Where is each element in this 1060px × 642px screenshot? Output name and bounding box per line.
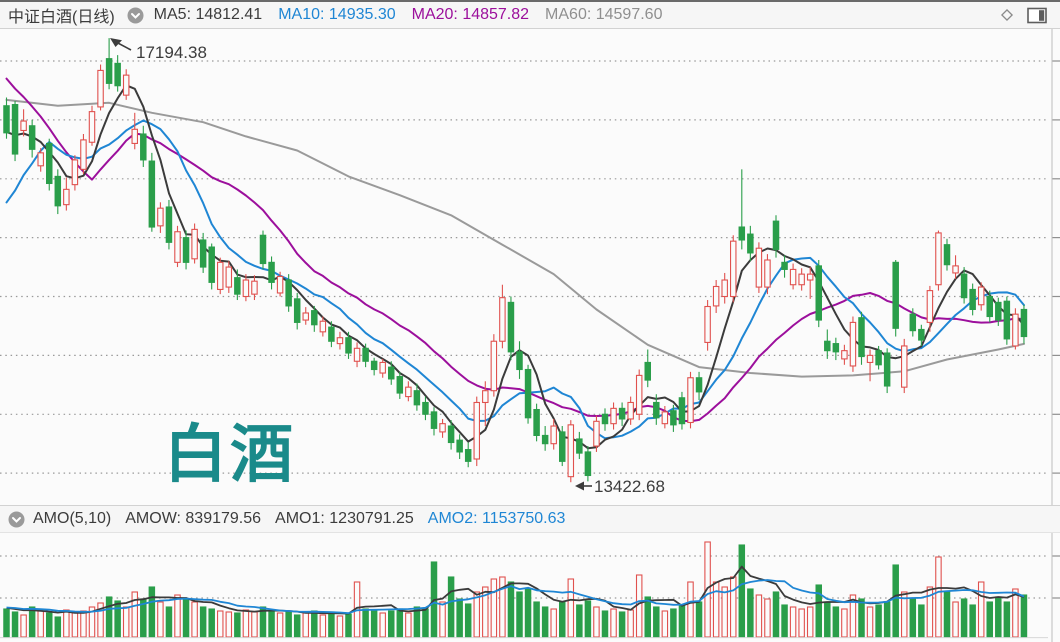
side-panel-toggle-icon[interactable] bbox=[1027, 7, 1048, 24]
low-annotation: 13422.68 bbox=[575, 477, 665, 496]
amo1-value-label: AMO1: 1230791.25 bbox=[275, 510, 414, 527]
amo2-value-label: AMO2: 1153750.63 bbox=[427, 510, 566, 527]
amo-indicator-name: AMO(5,10) bbox=[33, 510, 112, 527]
high-annotation: 17194.38 bbox=[110, 38, 207, 62]
amount-bars-chart[interactable] bbox=[0, 533, 1060, 642]
low-annotation-text: 13422.68 bbox=[594, 477, 665, 496]
ma20-value-label: MA20: 14857.82 bbox=[411, 6, 530, 23]
main-chart-header: 中证白酒(日线) MA5: 14812.41 MA10: 14935.30 MA… bbox=[0, 0, 1060, 29]
high-annotation-text: 17194.38 bbox=[136, 43, 207, 62]
ma10-value-label: MA10: 14935.30 bbox=[278, 6, 396, 23]
candlestick-chart[interactable]: 白酒 17194.38 13422.68 bbox=[0, 29, 1060, 505]
amo-panel-header: AMO(5,10) AMOW: 839179.56 AMO1: 1230791.… bbox=[0, 505, 1060, 533]
amow-value-label: AMOW: 839179.56 bbox=[125, 510, 262, 527]
collapse-chevron-icon[interactable] bbox=[127, 7, 144, 24]
instrument-title: 中证白酒(日线) bbox=[8, 9, 115, 26]
amo-collapse-chevron-icon[interactable] bbox=[8, 511, 25, 528]
diamond-tool-icon[interactable] bbox=[999, 7, 1015, 23]
watermark-text: 白酒 bbox=[164, 420, 296, 490]
ma5-value-label: MA5: 14812.41 bbox=[153, 6, 263, 23]
ma60-value-label: MA60: 14597.60 bbox=[545, 6, 663, 23]
